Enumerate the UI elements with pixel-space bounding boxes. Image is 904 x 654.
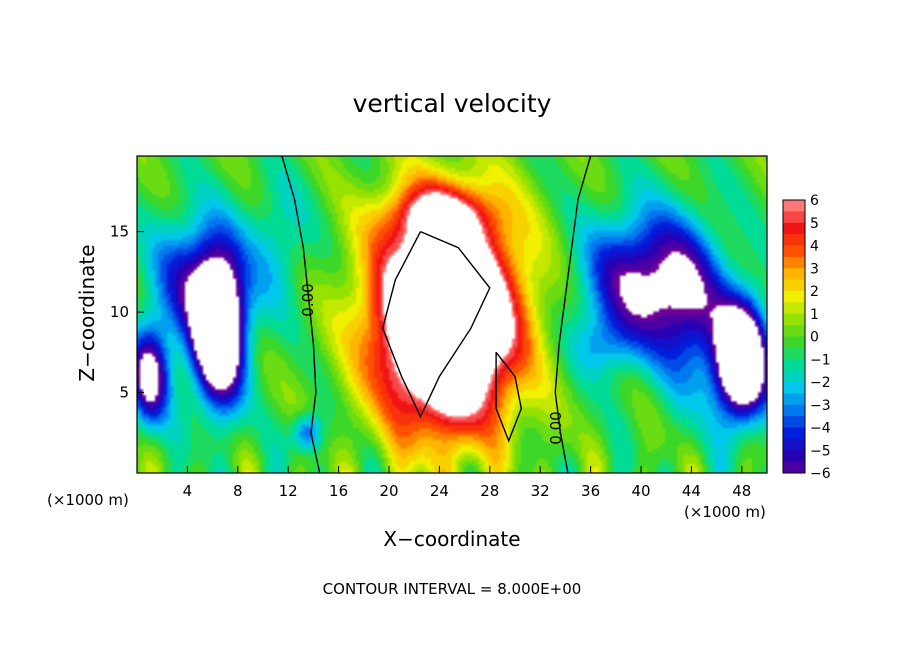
z-axis: 5 10 15 (110, 223, 144, 402)
colorbar-cell (783, 279, 805, 292)
colorbar-label: 3 (810, 261, 819, 277)
colorbar-label: 5 (810, 216, 819, 232)
colorbar-cell (783, 256, 805, 269)
colorbar-cell (783, 200, 805, 212)
contour-label: 0.00 (299, 283, 317, 316)
colorbar-cell (783, 370, 805, 383)
colorbar-cell (783, 359, 805, 372)
x-tick-label: 12 (279, 482, 298, 500)
z-tick-label: 5 (119, 384, 129, 402)
colorbar-cell (783, 211, 805, 224)
velocity-field (137, 156, 767, 473)
colorbar-cell (783, 302, 805, 315)
colorbar-label: 1 (810, 307, 819, 323)
x-unit-left: (×1000 m) (47, 491, 129, 509)
x-axis-label: X−coordinate (383, 527, 520, 551)
z-axis-label: Z−coordinate (75, 244, 99, 381)
colorbar-cell (783, 268, 805, 281)
colorbar-cell (783, 313, 805, 326)
colorbar-cell (783, 393, 805, 406)
contour-lines (281, 155, 592, 474)
colorbar-cell (783, 450, 805, 463)
colorbar-label: 4 (810, 239, 819, 255)
colorbar-cell (783, 336, 805, 349)
colorbar-cell (783, 234, 805, 246)
colorbar-cell (783, 382, 805, 394)
colorbar-cell (783, 404, 805, 417)
contour-interval-note: CONTOUR INTERVAL = 8.000E+00 (323, 580, 582, 598)
colorbar-label: −1 (810, 352, 831, 368)
x-tick-label: 40 (631, 482, 650, 500)
contour-line (554, 155, 592, 474)
x-tick-label: 44 (682, 482, 701, 500)
plot-frame (136, 155, 768, 474)
contour-line (381, 230, 491, 419)
colorbar-label: −6 (810, 466, 831, 482)
colorbar-cell (783, 427, 805, 440)
colorbar-cell (783, 461, 805, 474)
colorbar-label: 0 (810, 330, 819, 346)
x-axis: 4 8 12 16 20 24 28 32 36 40 44 48 (183, 466, 751, 500)
x-tick-label: 24 (430, 482, 449, 500)
colorbar: 6 5 4 3 2 1 0 −1 −2 −3 −4 −5 −6 (782, 193, 831, 482)
colorbar-cell (783, 347, 805, 360)
colorbar-cell (783, 416, 805, 428)
z-tick-label: 10 (110, 303, 129, 321)
x-tick-label: 28 (480, 482, 499, 500)
colorbar-frame (782, 199, 806, 474)
colorbar-label: −5 (810, 443, 831, 459)
colorbar-cell (783, 325, 805, 337)
contour-line (281, 155, 321, 474)
colorbar-label: −4 (810, 421, 831, 437)
x-tick-label: 16 (329, 482, 348, 500)
colorbar-label: 2 (810, 284, 819, 300)
x-tick-label: 48 (732, 482, 751, 500)
colorbar-cell (783, 291, 805, 303)
x-unit-right: (×1000 m) (684, 503, 766, 521)
x-tick-label: 4 (183, 482, 193, 500)
x-tick-label: 32 (531, 482, 550, 500)
x-tick-label: 36 (581, 482, 600, 500)
x-tick-label: 8 (233, 482, 243, 500)
colorbar-label: −2 (810, 375, 831, 391)
colorbar-label: 6 (810, 193, 819, 209)
x-tick-label: 20 (379, 482, 398, 500)
contour-line (495, 351, 523, 443)
colorbar-cell (783, 438, 805, 451)
colorbar-label: −3 (810, 398, 831, 414)
z-tick-label: 15 (110, 223, 129, 241)
colorbar-cell (783, 245, 805, 258)
contour-label: 0.00 (547, 411, 565, 444)
colorbar-cell (783, 222, 805, 235)
chart-title: vertical velocity (353, 89, 552, 118)
